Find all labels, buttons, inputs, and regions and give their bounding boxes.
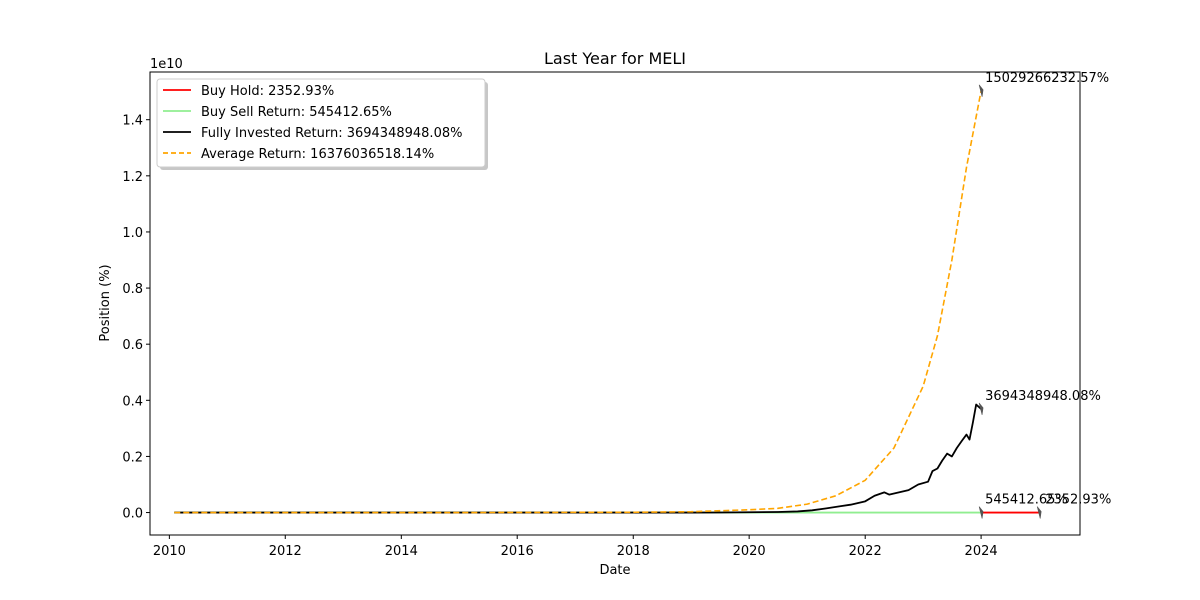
x-tick-label: 2024 (965, 544, 998, 559)
x-tick-label: 2018 (617, 544, 650, 559)
legend-entry: Fully Invested Return: 3694348948.08% (201, 126, 462, 141)
y-tick-label: 0.4 (122, 394, 143, 409)
y-tick-label: 0.6 (122, 338, 143, 353)
series-line-2 (174, 403, 982, 514)
y-tick-label: 1.2 (122, 170, 143, 185)
annotation-arrow (978, 84, 984, 97)
legend: Buy Hold: 2352.93% Buy Sell Return: 54541… (156, 78, 488, 170)
annotation-arrow (978, 402, 984, 415)
annotation-label: 2352.93% (1045, 493, 1111, 508)
axes: 2010 2012 2014 2016 2018 2020 2022 2024 0.0 0.2 0.… (122, 114, 997, 559)
annotations: 15029266232.57% 3694348948.08% 545412.65%2… (978, 71, 1111, 519)
series-line-3 (174, 90, 982, 514)
y-tick-label: 0.8 (122, 282, 143, 297)
legend-entry: Average Return: 16376036518.14% (201, 147, 434, 162)
legend-box (156, 78, 486, 168)
annotation-arrow (978, 506, 984, 519)
y-tick-label: 1.0 (122, 226, 143, 241)
y-axis-label: Position (%) (98, 264, 113, 341)
x-tick-label: 2022 (849, 544, 882, 559)
y-tick-label: 0.2 (122, 450, 143, 465)
annotation-arrow (1036, 506, 1042, 519)
plot-frame (149, 71, 1081, 536)
annotation-label: 545412.65% (985, 493, 1068, 508)
x-tick-label: 2016 (501, 544, 534, 559)
x-tick-label: 2010 (153, 544, 186, 559)
x-axis-label: Date (599, 563, 630, 578)
legend-entry: Buy Sell Return: 545412.65% (201, 105, 392, 120)
x-tick-label: 2012 (269, 544, 302, 559)
chart-title: Last Year for MELI (544, 49, 686, 68)
y-offset-label: 1e10 (150, 57, 183, 72)
x-tick-label: 2020 (733, 544, 766, 559)
legend-entry: Buy Hold: 2352.93% (201, 84, 334, 99)
y-tick-label: 1.4 (122, 114, 143, 129)
annotation-label: 15029266232.57% (985, 71, 1109, 86)
x-tick-label: 2014 (385, 544, 418, 559)
plot-area (174, 90, 1040, 514)
y-tick-label: 0.0 (122, 507, 143, 522)
annotation-label: 3694348948.08% (985, 389, 1101, 404)
